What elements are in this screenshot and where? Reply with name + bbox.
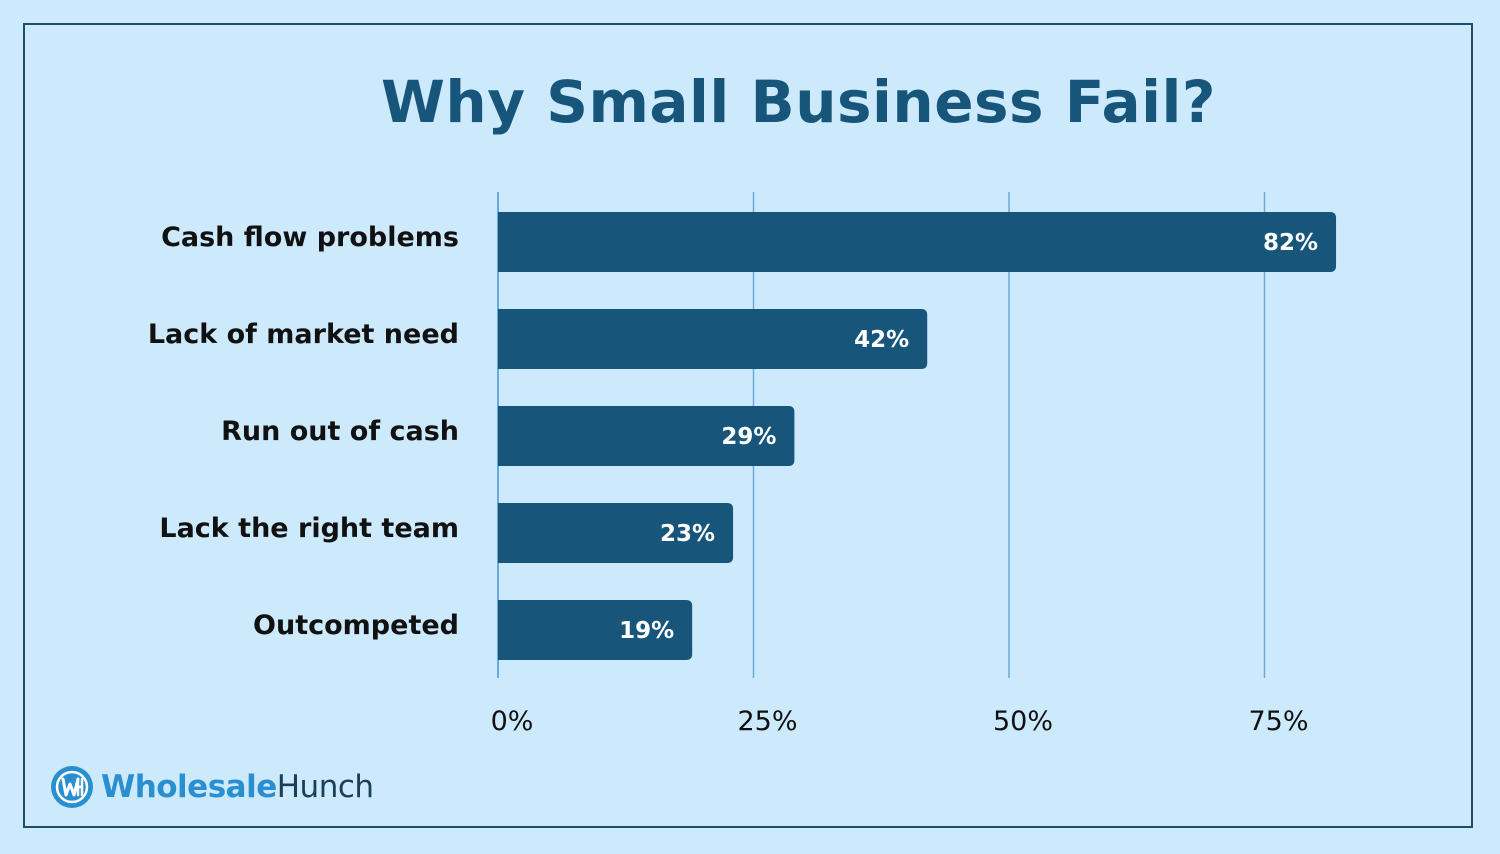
category-label-4: Lack the right team: [159, 513, 459, 544]
label-layer: 0% 25% 50% 75% 82% Cash flow problems 42% Lack …: [148, 222, 1318, 737]
bar-value-label-1: 82%: [1263, 230, 1318, 256]
bar-value-label-5: 19%: [619, 618, 674, 644]
wh-logo-icon: [51, 766, 93, 808]
bar-value-label-4: 23%: [660, 521, 715, 547]
brand-name-part2: Hunch: [276, 769, 374, 805]
brand-name-part1: Wholesale: [101, 769, 277, 805]
x-tick-label-75: 75%: [1248, 706, 1308, 737]
bar-1: [498, 212, 1337, 272]
bar-value-label-3: 29%: [721, 424, 776, 450]
category-label-1: Cash flow problems: [161, 222, 459, 253]
x-tick-label-25: 25%: [737, 706, 797, 737]
category-label-3: Run out of cash: [221, 416, 459, 447]
brand-name: WholesaleHunch: [101, 769, 374, 805]
category-label-2: Lack of market need: [148, 319, 459, 350]
chart-frame: [23, 23, 1473, 828]
x-tick-label-50: 50%: [993, 706, 1053, 737]
brand-logo: WholesaleHunch: [51, 766, 374, 808]
x-tick-label-0: 0%: [491, 706, 534, 737]
chart-title: Why Small Business Fail?: [380, 68, 1217, 136]
bar-value-label-2: 42%: [854, 327, 909, 353]
bar-layer: [498, 212, 1337, 660]
category-label-5: Outcompeted: [253, 610, 459, 641]
bar-5: [498, 600, 693, 660]
bar-4: [498, 503, 734, 563]
bar-3: [498, 406, 795, 466]
bar-2: [498, 309, 928, 369]
